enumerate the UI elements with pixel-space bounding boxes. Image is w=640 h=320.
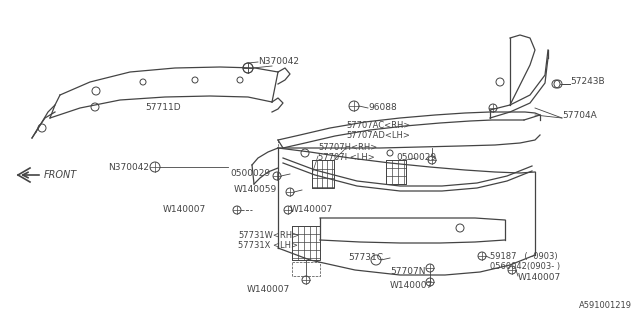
Text: 57731X <LH>: 57731X <LH> (238, 242, 298, 251)
Bar (386, 160, 406, 184)
Text: 57707AD<LH>: 57707AD<LH> (346, 132, 410, 140)
Text: 57731W<RH>: 57731W<RH> (238, 231, 299, 241)
Text: 57704A: 57704A (562, 111, 596, 121)
Text: W140007: W140007 (163, 205, 206, 214)
Text: W140007: W140007 (246, 285, 290, 294)
Text: N370042: N370042 (108, 163, 149, 172)
Text: W140007: W140007 (518, 274, 561, 283)
Text: W140059: W140059 (234, 186, 277, 195)
Bar (292, 262, 320, 276)
Text: 0560042(0903- ): 0560042(0903- ) (490, 261, 560, 270)
Text: 0500029: 0500029 (396, 154, 436, 163)
Text: W140007: W140007 (390, 282, 433, 291)
Text: 59187   ( -0903): 59187 ( -0903) (490, 252, 557, 260)
Text: 57707H<RH>: 57707H<RH> (318, 143, 377, 153)
Text: 57707I <LH>: 57707I <LH> (318, 154, 375, 163)
Text: 57243B: 57243B (570, 77, 605, 86)
Text: A591001219: A591001219 (579, 301, 632, 310)
Text: FRONT: FRONT (44, 170, 77, 180)
Text: N370042: N370042 (258, 58, 299, 67)
Bar (312, 160, 334, 188)
Text: 57731C: 57731C (348, 253, 383, 262)
Text: 96088: 96088 (368, 103, 397, 113)
Text: 57707AC<RH>: 57707AC<RH> (346, 122, 410, 131)
Bar (292, 226, 320, 260)
Text: 57711D: 57711D (145, 103, 180, 113)
Text: 0500029: 0500029 (230, 170, 270, 179)
Text: W140007: W140007 (290, 205, 333, 214)
Text: 57707N: 57707N (390, 268, 426, 276)
